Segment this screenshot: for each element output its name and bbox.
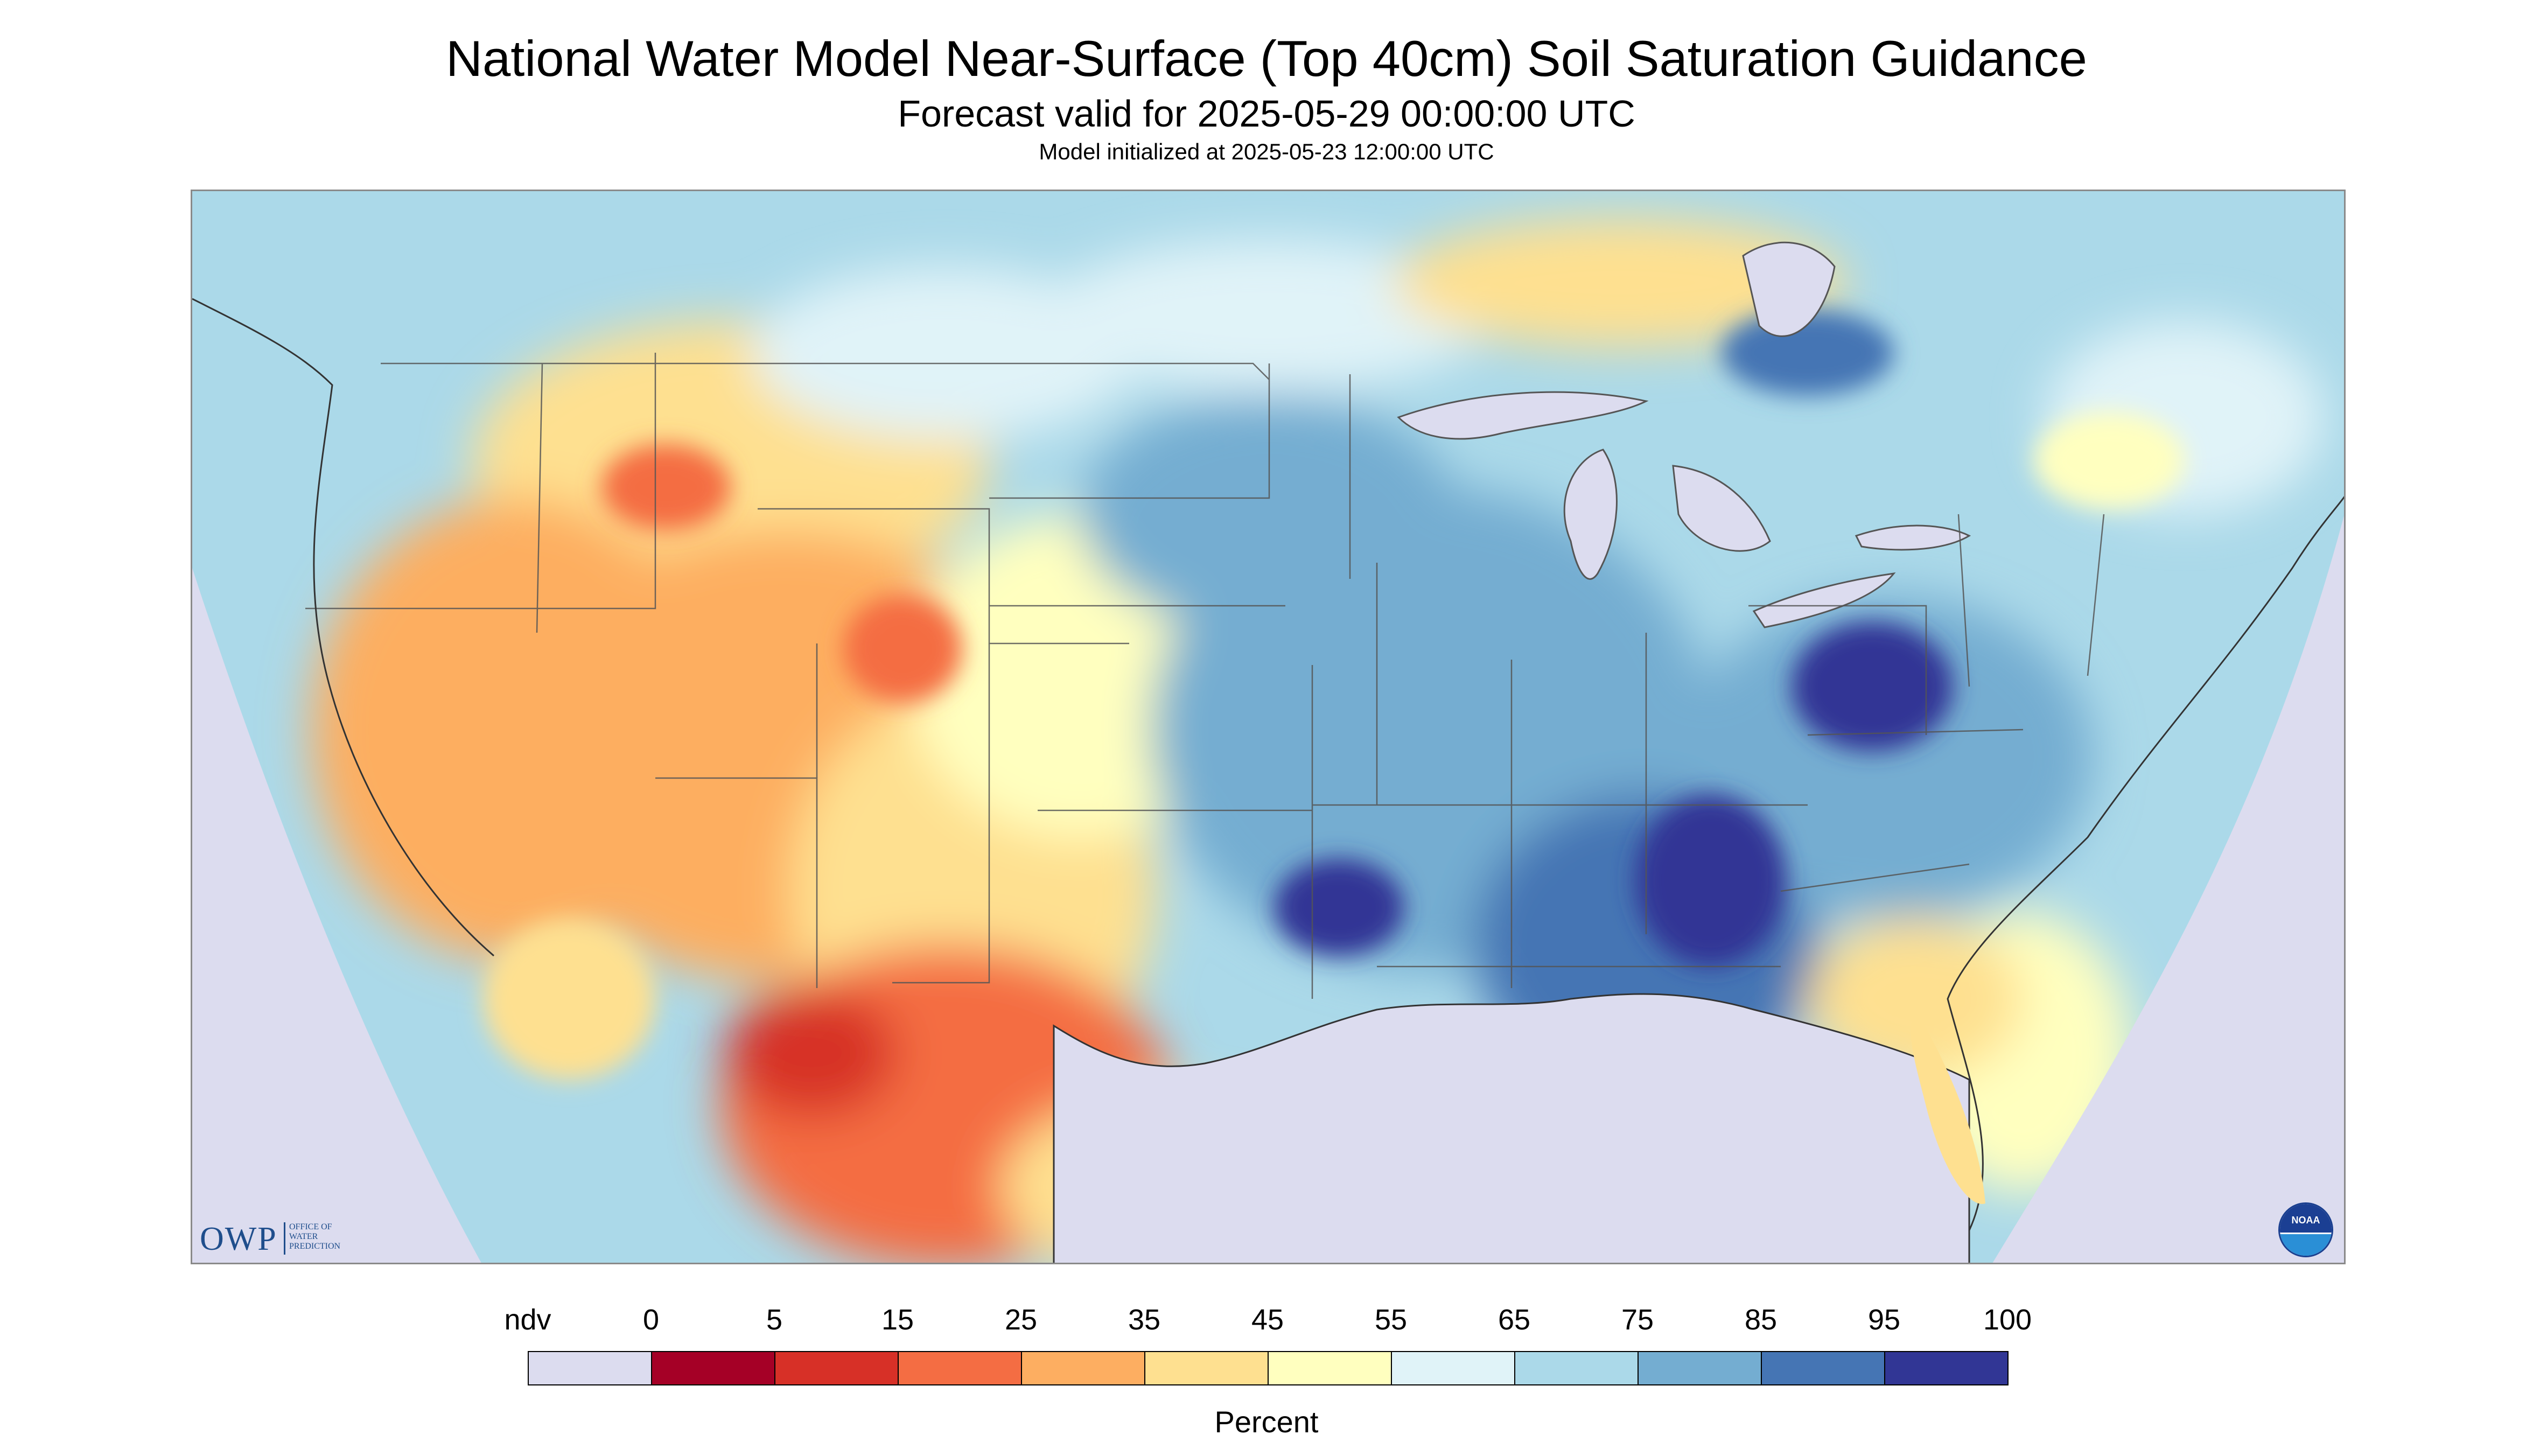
colorbar-swatch — [1514, 1351, 1639, 1385]
colorbar-swatch — [528, 1351, 652, 1385]
colorbar-label: Percent — [1214, 1405, 1319, 1439]
colorbar-swatch — [1391, 1351, 1515, 1385]
noaa-logo-text: NOAA — [2291, 1215, 2320, 1226]
colorbar-tick-label: ndv — [504, 1304, 551, 1336]
colorbar-swatch — [898, 1351, 1022, 1385]
colorbar-tick-label: 75 — [1621, 1304, 1654, 1336]
colorbar-swatch — [1021, 1351, 1145, 1385]
soil-saturation-map — [191, 190, 2346, 1264]
colorbar-tick-label: 100 — [1983, 1304, 2032, 1336]
noaa-logo: NOAA — [2278, 1202, 2333, 1257]
colorbar-swatch — [1268, 1351, 1392, 1385]
colorbar-swatch — [651, 1351, 775, 1385]
colorbar-tick-label: 95 — [1867, 1304, 1901, 1336]
map-canvas — [192, 191, 2344, 1263]
colorbar-tick-label: 55 — [1374, 1304, 1408, 1336]
state-borders — [305, 353, 2105, 999]
colorbar-swatch — [1884, 1351, 2009, 1385]
colorbar-tick-label: 65 — [1498, 1304, 1531, 1336]
colorbar-tick-label: 45 — [1251, 1304, 1284, 1336]
owp-logo-subtext: OFFICE OF WATER PREDICTION — [289, 1222, 341, 1251]
great-lakes — [1397, 241, 1971, 628]
florida-peninsula — [1911, 1010, 1985, 1204]
colorbar-swatch — [1144, 1351, 1269, 1385]
gulf-of-mexico — [1053, 993, 1970, 1263]
colorbar-swatch — [1638, 1351, 1762, 1385]
model-init-text: Model initialized at 2025-05-23 12:00:00… — [1039, 139, 1494, 164]
coastline — [192, 298, 2344, 1231]
colorbar-tick-label: 85 — [1744, 1304, 1778, 1336]
colorbar-tick-label: 15 — [881, 1304, 914, 1336]
colorbar-tick-label: 25 — [1004, 1304, 1038, 1336]
noaa-logo-sea — [2280, 1234, 2332, 1256]
noaa-logo-sky — [2280, 1204, 2332, 1233]
owp-logo-text: OWP — [200, 1221, 277, 1257]
map-title: National Water Model Near-Surface (Top 4… — [446, 30, 2087, 87]
map-subtitle: Forecast valid for 2025-05-29 00:00:00 U… — [898, 93, 1635, 135]
colorbar-tick-label: 5 — [766, 1304, 783, 1336]
owp-logo: OWP OFFICE OF WATER PREDICTION — [197, 1216, 390, 1264]
colorbar-tick-label: 35 — [1128, 1304, 1161, 1336]
colorbar-swatch — [774, 1351, 899, 1385]
saturation-field — [192, 191, 2344, 1263]
colorbar-tick-label: 0 — [642, 1304, 660, 1336]
colorbar-swatch — [1761, 1351, 1885, 1385]
owp-logo-divider — [284, 1222, 285, 1255]
